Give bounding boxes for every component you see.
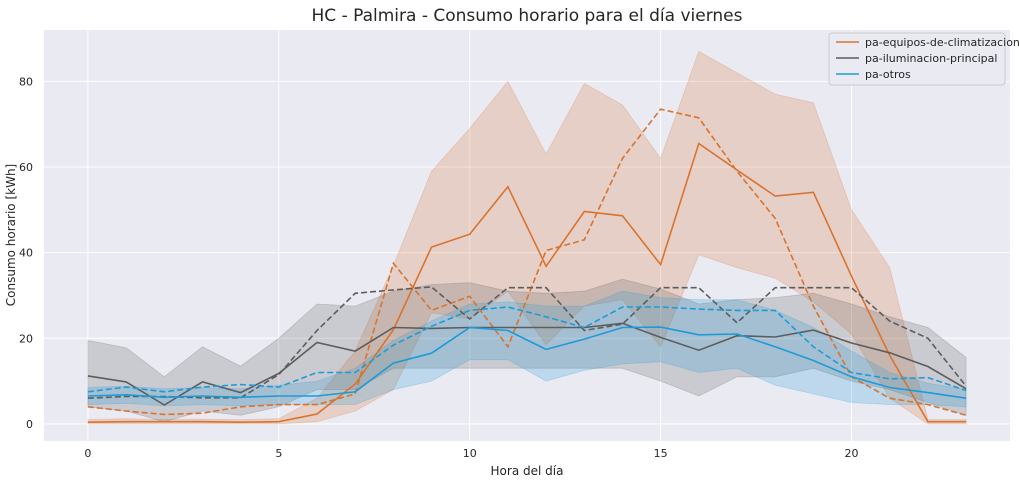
- x-tick-label: 5: [275, 447, 282, 460]
- legend-label-climatizacion: pa-equipos-de-climatizacion: [865, 36, 1019, 49]
- legend-label-iluminacion: pa-iluminacion-principal: [865, 52, 997, 65]
- confidence-band-0: [87, 50, 967, 425]
- series-line-2: [87, 326, 967, 399]
- x-tick-label: 0: [84, 447, 91, 460]
- chart-title: HC - Palmira - Consumo horario para el d…: [312, 6, 743, 26]
- legend-box: [828, 32, 1006, 86]
- y-tick-label: 80: [19, 75, 33, 88]
- y-tick-label: 0: [26, 418, 33, 431]
- tick-labels: 0 5 10 15 20 0 20 40 60 80: [19, 75, 859, 460]
- grid: [44, 30, 1010, 441]
- legend-label-otros: pa-otros: [865, 68, 911, 81]
- y-tick-label: 20: [19, 332, 33, 345]
- legend: pa-equipos-de-climatizacion pa-iluminaci…: [828, 32, 1019, 86]
- series-line-1: [87, 322, 967, 406]
- x-tick-label: 20: [845, 447, 859, 460]
- y-tick-label: 60: [19, 161, 33, 174]
- series-lines: [87, 108, 967, 424]
- series-dashed-line-2: [87, 306, 967, 393]
- confidence-band-2: [87, 290, 967, 408]
- x-axis-label: Hora del día: [491, 464, 564, 478]
- y-axis-label: Consumo horario [kWh]: [4, 164, 18, 306]
- x-tick-label: 15: [654, 447, 668, 460]
- series-line-0: [87, 142, 967, 424]
- y-tick-label: 40: [19, 247, 33, 260]
- x-tick-label: 10: [463, 447, 477, 460]
- series-dashed-line-0: [87, 108, 967, 417]
